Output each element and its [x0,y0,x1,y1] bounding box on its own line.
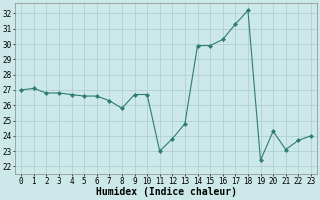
X-axis label: Humidex (Indice chaleur): Humidex (Indice chaleur) [95,187,236,197]
